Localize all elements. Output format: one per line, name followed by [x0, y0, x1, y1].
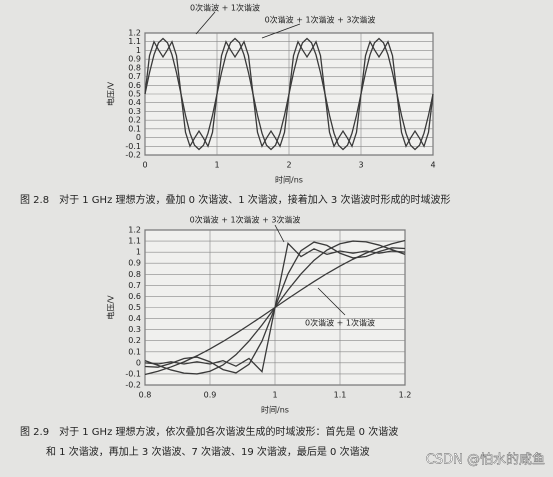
y-tick-label: -0.2 — [125, 381, 141, 390]
annotation-arrow — [195, 11, 216, 35]
x-tick-label: 1 — [272, 391, 277, 400]
y-axis-label: 电压/V — [106, 81, 116, 106]
series-label: 0次谐波 + 1次谐波 + 3次谐波 — [190, 215, 301, 225]
y-tick-label: 0.5 — [128, 90, 141, 99]
series-label: 0次谐波 + 1次谐波 — [305, 318, 375, 328]
y-tick-label: 1.2 — [128, 226, 141, 235]
y-tick-label: 0.3 — [128, 325, 141, 334]
y-tick-label: 0.7 — [128, 281, 141, 290]
y-tick-label: 0.9 — [128, 55, 141, 64]
y-tick-label: 0.6 — [128, 81, 141, 90]
x-tick-label: 3 — [358, 161, 363, 170]
watermark: CSDN @怕水的咸鱼 — [426, 452, 545, 468]
y-tick-label: 1 — [136, 248, 141, 257]
caption: 图 2.9 对于 1 GHz 理想方波，依次叠加各次谐波生成的时域波形：首先是 … — [20, 425, 398, 438]
y-tick-label: 0.2 — [128, 336, 141, 345]
caption: 和 1 次谐波，再加上 3 次谐波、7 次谐波、19 次谐波，最后是 0 次谐波 — [46, 445, 370, 458]
series-line — [144, 40, 434, 148]
y-tick-label: 0.6 — [128, 292, 141, 301]
y-tick-label: 0.4 — [128, 314, 141, 323]
annotation-arrow — [274, 224, 285, 243]
y-tick-label: 0.8 — [128, 63, 141, 72]
y-tick-label: 1.2 — [128, 29, 141, 38]
y-tick-label: 1.1 — [128, 237, 141, 246]
y-tick-label: 0 — [136, 358, 141, 367]
x-tick-label: 0.8 — [139, 391, 152, 400]
y-tick-label: 0.8 — [128, 270, 141, 279]
series-label: 0次谐波 + 1次谐波 + 3次谐波 — [265, 15, 376, 25]
y-axis-label: 电压/V — [106, 295, 116, 320]
x-tick-label: 1.2 — [399, 391, 412, 400]
y-tick-label: 0.7 — [128, 72, 141, 81]
y-tick-label: 0.9 — [128, 259, 141, 268]
annotation-arrow — [317, 287, 346, 316]
y-tick-label: 1.1 — [128, 37, 141, 46]
y-tick-label: 0.1 — [128, 124, 141, 133]
x-tick-label: 4 — [430, 161, 435, 170]
y-tick-label: -0.1 — [125, 369, 141, 378]
x-axis-label: 时间/ns — [275, 175, 303, 185]
y-tick-label: 0.3 — [128, 107, 141, 116]
y-tick-label: 0.1 — [128, 347, 141, 356]
y-tick-label: 0.2 — [128, 116, 141, 125]
caption: 图 2.8 对于 1 GHz 理想方波，叠加 0 次谐波、1 次谐波，接着加入 … — [20, 193, 450, 206]
series-line — [144, 241, 406, 374]
x-tick-label: 0 — [142, 161, 147, 170]
y-tick-label: 0.4 — [128, 98, 141, 107]
x-tick-label: 1.1 — [334, 391, 347, 400]
y-tick-label: 0 — [136, 133, 141, 142]
annotation-arrow — [261, 23, 301, 39]
x-tick-label: 2 — [286, 161, 291, 170]
y-tick-label: 0.5 — [128, 303, 141, 312]
y-tick-label: -0.1 — [125, 142, 141, 151]
series-label: 0次谐波 + 1次谐波 — [190, 3, 260, 13]
x-tick-label: 1 — [214, 161, 219, 170]
x-axis-label: 时间/ns — [261, 405, 289, 415]
x-tick-label: 0.9 — [204, 391, 217, 400]
y-tick-label: -0.2 — [125, 151, 141, 160]
y-tick-label: 1 — [136, 46, 141, 55]
